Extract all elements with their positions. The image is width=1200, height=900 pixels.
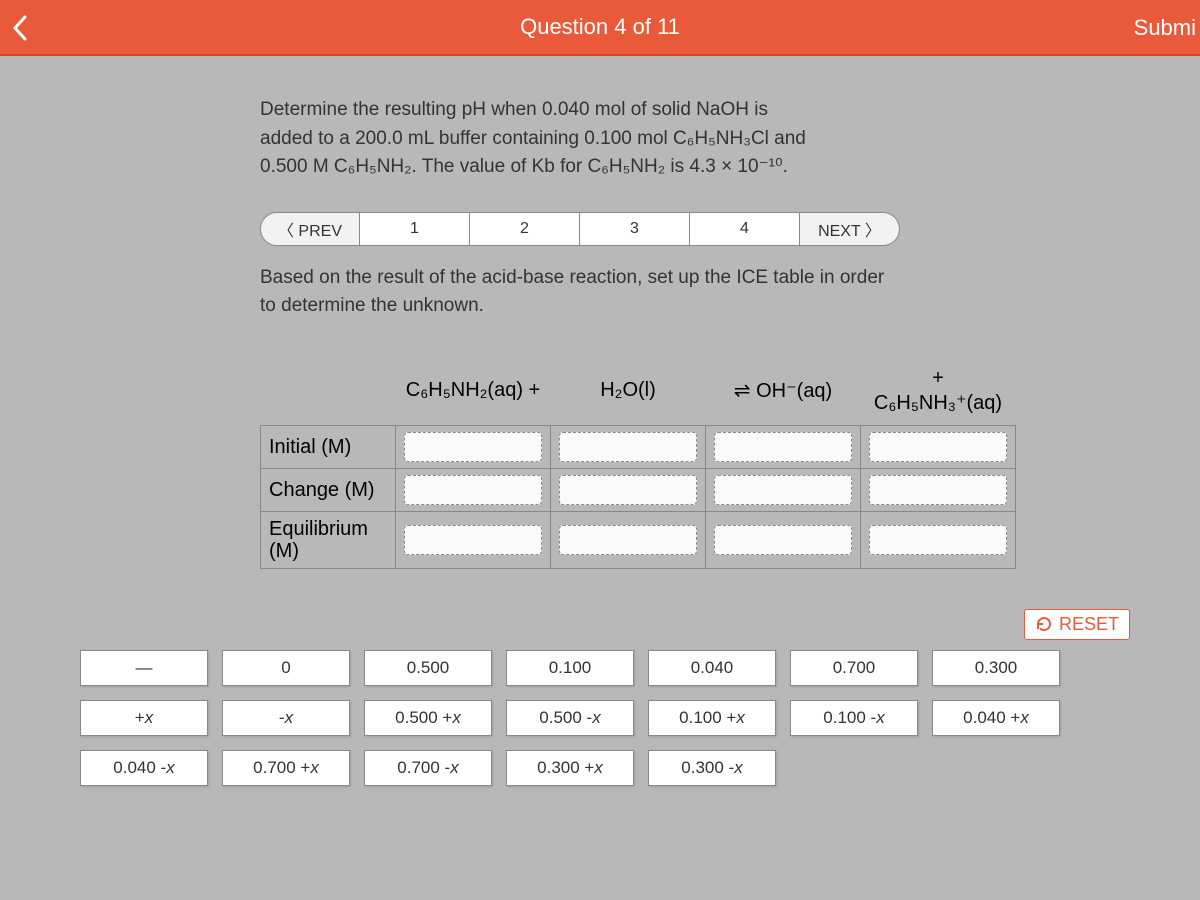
table-row: Initial (M) [261, 425, 1016, 468]
tile[interactable]: 0.100 + x [648, 700, 776, 736]
reset-icon [1035, 615, 1053, 633]
question-line: 0.500 M C₆H₅NH₂. The value of Kb for C₆H… [260, 153, 890, 182]
species-label: H₂O(l) [551, 361, 706, 426]
next-button[interactable]: NEXT 〉 [800, 212, 900, 246]
drop-slot[interactable] [404, 432, 542, 462]
tile[interactable]: 0.300 + x [506, 750, 634, 786]
table-row: Change (M) [261, 468, 1016, 511]
step-3-button[interactable]: 3 [580, 212, 690, 246]
row-label-initial: Initial (M) [261, 425, 396, 468]
tile[interactable]: +x [80, 700, 208, 736]
drop-slot[interactable] [404, 475, 542, 505]
tile[interactable]: -x [222, 700, 350, 736]
instruction-text: Based on the result of the acid-base rea… [260, 264, 890, 321]
tile[interactable]: 0.700 + x [222, 750, 350, 786]
tile[interactable]: 0.500 + x [364, 700, 492, 736]
tile[interactable]: 0.500 - x [506, 700, 634, 736]
answer-tiles: — 0 0.500 0.100 0.040 0.700 0.300 +x -x … [50, 650, 1150, 806]
step-nav: 〈 PREV 1 2 3 4 NEXT 〉 [260, 212, 1150, 246]
drop-slot[interactable] [559, 475, 697, 505]
tile[interactable]: 0 [222, 650, 350, 686]
drop-slot[interactable] [714, 525, 852, 555]
drop-slot[interactable] [404, 525, 542, 555]
question-text: Determine the resulting pH when 0.040 mo… [260, 96, 890, 182]
question-line: Determine the resulting pH when 0.040 mo… [260, 96, 890, 125]
drop-slot[interactable] [714, 475, 852, 505]
tile[interactable]: 0.700 [790, 650, 918, 686]
row-label-change: Change (M) [261, 468, 396, 511]
species-label: + C₆H₅NH₃⁺(aq) [861, 361, 1016, 426]
submit-button[interactable]: Submi [1130, 0, 1200, 56]
drop-slot[interactable] [869, 475, 1007, 505]
step-2-button[interactable]: 2 [470, 212, 580, 246]
row-label-equilibrium: Equilibrium (M) [261, 511, 396, 568]
drop-slot[interactable] [869, 432, 1007, 462]
tile[interactable]: 0.700 - x [364, 750, 492, 786]
tile[interactable]: 0.100 [506, 650, 634, 686]
tile[interactable]: 0.100 - x [790, 700, 918, 736]
species-label: ⇌ OH⁻(aq) [706, 361, 861, 426]
species-row: C₆H₅NH₂(aq) + H₂O(l) ⇌ OH⁻(aq) + C₆H₅NH₃… [261, 361, 1016, 426]
drop-slot[interactable] [559, 432, 697, 462]
table-row: Equilibrium (M) [261, 511, 1016, 568]
header-bar: Question 4 of 11 Submi [0, 0, 1200, 56]
tile[interactable]: 0.040 - x [80, 750, 208, 786]
reset-label: RESET [1059, 614, 1119, 635]
reset-button[interactable]: RESET [1024, 609, 1130, 640]
question-line: added to a 200.0 mL buffer containing 0.… [260, 125, 890, 154]
step-4-button[interactable]: 4 [690, 212, 800, 246]
tile[interactable]: 0.040 [648, 650, 776, 686]
drop-slot[interactable] [714, 432, 852, 462]
tile[interactable]: 0.300 [932, 650, 1060, 686]
content-area: Determine the resulting pH when 0.040 mo… [0, 56, 1200, 806]
ice-table: C₆H₅NH₂(aq) + H₂O(l) ⇌ OH⁻(aq) + C₆H₅NH₃… [260, 361, 1016, 569]
tile[interactable]: — [80, 650, 208, 686]
question-counter: Question 4 of 11 [520, 14, 680, 40]
step-1-button[interactable]: 1 [360, 212, 470, 246]
prev-button[interactable]: 〈 PREV [260, 212, 360, 246]
species-label: C₆H₅NH₂(aq) + [396, 361, 551, 426]
back-button[interactable] [0, 0, 40, 56]
tile[interactable]: 0.040 + x [932, 700, 1060, 736]
tile[interactable]: 0.300 - x [648, 750, 776, 786]
drop-slot[interactable] [869, 525, 1007, 555]
drop-slot[interactable] [559, 525, 697, 555]
chevron-left-icon [11, 14, 29, 42]
tile[interactable]: 0.500 [364, 650, 492, 686]
